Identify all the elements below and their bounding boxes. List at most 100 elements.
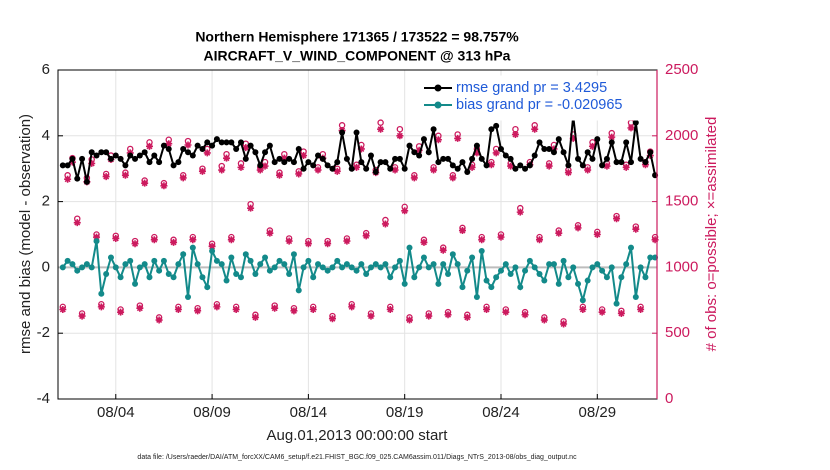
data-point	[233, 270, 240, 277]
data-point	[497, 267, 504, 274]
data-point	[517, 162, 524, 169]
assimilated-marker	[434, 136, 442, 144]
data-point	[459, 284, 466, 291]
assimilated-marker	[502, 308, 510, 316]
y2-tick-label: 500	[665, 324, 690, 341]
assimilated-marker	[386, 306, 394, 314]
data-point	[406, 142, 413, 149]
data-point	[79, 155, 86, 162]
data-point	[199, 274, 206, 281]
data-point	[146, 159, 153, 166]
data-point	[305, 159, 312, 166]
data-point	[151, 152, 158, 159]
assimilated-marker	[637, 306, 645, 314]
data-point	[517, 284, 524, 291]
y2-tick-label: 2500	[665, 61, 698, 78]
data-point	[420, 254, 427, 261]
assimilated-marker	[555, 229, 563, 237]
data-point	[209, 142, 216, 149]
data-point	[271, 264, 278, 271]
assimilated-marker	[353, 163, 361, 171]
data-point	[319, 155, 326, 162]
assimilated-marker	[333, 167, 341, 175]
assimilated-marker	[593, 231, 601, 238]
data-point	[618, 159, 625, 166]
data-point	[281, 261, 288, 268]
data-point	[522, 165, 529, 172]
data-point	[295, 145, 302, 152]
data-point	[194, 142, 201, 149]
data-point	[213, 136, 220, 143]
assimilated-marker	[415, 146, 423, 154]
assimilated-marker	[367, 312, 375, 320]
data-point	[584, 149, 591, 156]
x-tick-label: 08/19	[386, 404, 424, 421]
data-point	[117, 155, 124, 162]
data-point	[647, 254, 654, 261]
data-point	[358, 159, 365, 166]
data-point	[339, 264, 346, 271]
data-point	[242, 155, 249, 162]
data-point	[103, 149, 110, 156]
data-point	[107, 155, 114, 162]
data-point	[218, 139, 225, 146]
data-point	[132, 280, 139, 287]
assimilated-marker	[194, 307, 202, 315]
assimilated-marker	[295, 170, 303, 178]
y2-tick-label: 0	[665, 390, 673, 407]
data-point	[204, 139, 211, 146]
assimilated-marker	[410, 174, 418, 182]
assimilated-marker	[271, 304, 279, 312]
assimilated-marker	[227, 236, 235, 244]
data-point	[449, 251, 456, 258]
assimilated-marker	[439, 246, 447, 254]
data-point	[608, 264, 615, 271]
data-point	[401, 280, 408, 287]
data-point	[531, 152, 538, 159]
data-point	[464, 267, 471, 274]
legend-box	[419, 75, 653, 121]
assimilated-marker	[324, 240, 332, 248]
data-point	[59, 264, 66, 271]
assimilated-marker	[348, 303, 356, 311]
assimilated-marker	[198, 167, 206, 175]
data-point	[74, 267, 81, 274]
assimilated-marker	[492, 149, 500, 157]
data-point	[112, 264, 119, 271]
data-point	[637, 264, 644, 271]
y2-tick-label: 2000	[665, 127, 698, 144]
assimilated-marker	[617, 309, 625, 317]
assimilated-marker	[189, 236, 197, 244]
assimilated-marker	[579, 306, 587, 314]
data-point	[546, 145, 553, 152]
data-point	[127, 257, 134, 264]
assimilated-marker	[290, 307, 298, 315]
assimilated-marker	[449, 174, 457, 182]
data-point	[401, 165, 408, 172]
assimilated-marker	[391, 166, 399, 174]
data-point	[300, 264, 307, 271]
data-point	[334, 257, 341, 264]
assimilated-marker	[588, 142, 596, 150]
y2-tick-label: 1000	[665, 258, 698, 275]
assimilated-marker	[78, 312, 86, 320]
data-point	[396, 155, 403, 162]
data-point	[507, 155, 514, 162]
assimilated-marker	[256, 166, 264, 174]
assimilated-marker	[64, 175, 72, 183]
data-point	[440, 261, 447, 268]
assimilated-marker	[136, 304, 144, 312]
data-point	[136, 264, 143, 271]
data-point	[281, 159, 288, 166]
data-point	[382, 261, 389, 268]
assimilated-marker	[247, 204, 255, 212]
assimilated-marker	[430, 166, 438, 174]
data-point	[175, 261, 182, 268]
data-point	[160, 257, 167, 264]
assimilated-marker	[478, 236, 486, 244]
data-point	[170, 274, 177, 281]
data-point	[575, 155, 582, 162]
data-point	[59, 162, 66, 169]
assimilated-marker	[545, 162, 553, 170]
data-point	[445, 270, 452, 277]
